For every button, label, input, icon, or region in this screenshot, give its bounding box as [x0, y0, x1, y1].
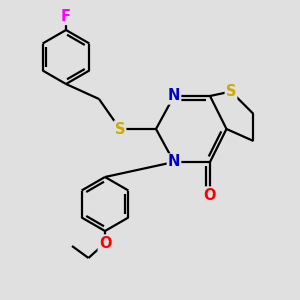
Text: F: F	[61, 9, 71, 24]
Text: S: S	[226, 84, 236, 99]
Text: N: N	[168, 154, 180, 169]
Text: O: O	[204, 188, 216, 202]
Text: S: S	[115, 122, 125, 136]
Text: O: O	[99, 236, 111, 250]
Text: N: N	[168, 88, 180, 104]
